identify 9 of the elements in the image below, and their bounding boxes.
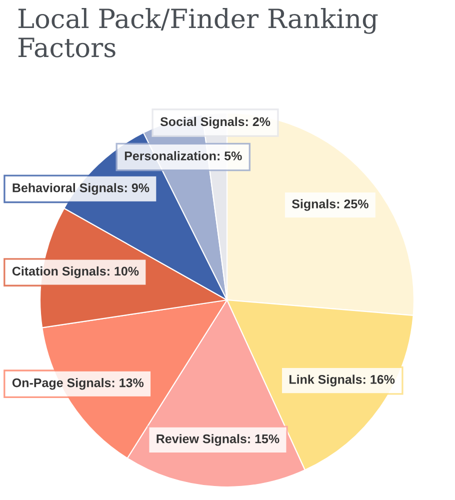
slice-label: On-Page Signals: 13%: [12, 378, 144, 390]
slice-label: Review Signals: 15%: [156, 434, 280, 446]
chart-title: Local Pack/Finder Ranking Factors: [18, 8, 378, 58]
slice-label: Behavioral Signals: 9%: [12, 183, 150, 195]
slice-label: Link Signals: 16%: [290, 374, 395, 386]
slice-label: Citation Signals: 10%: [12, 266, 139, 278]
slice-label: Signals: 25%: [292, 199, 368, 211]
slice-label: Personalization: 5%: [124, 151, 242, 160]
slice-label: Social Signals: 2%: [160, 116, 270, 129]
